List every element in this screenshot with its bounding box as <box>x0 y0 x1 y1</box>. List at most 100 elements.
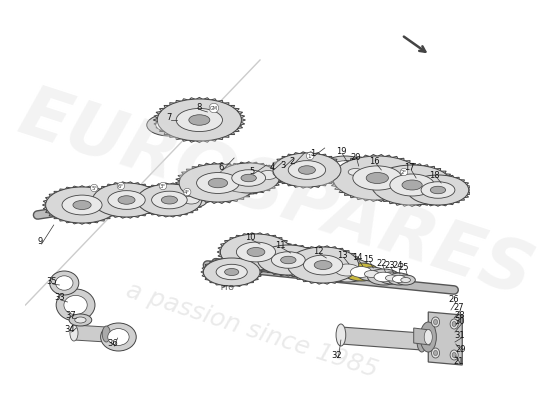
Text: 16: 16 <box>370 158 380 166</box>
Ellipse shape <box>392 275 406 282</box>
Ellipse shape <box>374 272 393 282</box>
Text: 34: 34 <box>64 326 75 334</box>
Polygon shape <box>46 207 118 210</box>
Polygon shape <box>153 97 245 143</box>
Circle shape <box>450 350 458 360</box>
Text: 27: 27 <box>454 304 464 312</box>
Polygon shape <box>42 186 122 224</box>
Text: 19: 19 <box>336 148 346 156</box>
Text: 18: 18 <box>430 170 440 180</box>
Ellipse shape <box>348 168 363 176</box>
Text: 14: 14 <box>352 254 362 262</box>
Text: 7: 7 <box>167 114 172 122</box>
Ellipse shape <box>218 163 279 193</box>
Ellipse shape <box>259 170 277 180</box>
Ellipse shape <box>208 178 228 188</box>
Text: 15: 15 <box>363 256 373 264</box>
Ellipse shape <box>357 267 386 281</box>
Circle shape <box>452 322 456 326</box>
Ellipse shape <box>396 275 415 285</box>
Text: 3°: 3° <box>160 184 166 188</box>
Ellipse shape <box>161 196 178 204</box>
Ellipse shape <box>323 258 372 282</box>
Text: 8: 8 <box>197 104 202 112</box>
Text: 13: 13 <box>337 252 348 260</box>
Polygon shape <box>157 122 241 124</box>
Ellipse shape <box>70 325 78 341</box>
Ellipse shape <box>179 164 257 202</box>
Ellipse shape <box>73 200 91 210</box>
Polygon shape <box>89 182 164 218</box>
Ellipse shape <box>407 175 469 205</box>
Ellipse shape <box>288 161 326 179</box>
Ellipse shape <box>176 108 222 132</box>
Polygon shape <box>407 192 469 194</box>
Polygon shape <box>214 162 283 194</box>
Text: 17: 17 <box>404 164 415 172</box>
Text: 4°: 4° <box>184 190 190 194</box>
Polygon shape <box>372 187 453 190</box>
Ellipse shape <box>331 161 360 175</box>
Circle shape <box>433 320 438 324</box>
Ellipse shape <box>280 256 296 264</box>
Ellipse shape <box>69 314 92 326</box>
Ellipse shape <box>372 165 453 205</box>
Ellipse shape <box>50 271 79 295</box>
Text: 28: 28 <box>454 310 465 320</box>
Ellipse shape <box>92 183 161 217</box>
Ellipse shape <box>386 275 398 281</box>
Text: 22: 22 <box>376 260 387 268</box>
Ellipse shape <box>156 118 183 132</box>
Text: 12: 12 <box>313 248 323 256</box>
Text: 9: 9 <box>37 238 42 246</box>
Text: 10: 10 <box>245 234 256 242</box>
Text: 35: 35 <box>46 278 57 286</box>
Ellipse shape <box>108 191 145 209</box>
Ellipse shape <box>314 260 332 270</box>
Ellipse shape <box>364 270 379 278</box>
Polygon shape <box>341 327 422 350</box>
Polygon shape <box>288 267 359 269</box>
Ellipse shape <box>247 248 265 256</box>
Ellipse shape <box>101 323 136 351</box>
Ellipse shape <box>271 252 305 268</box>
Text: 20: 20 <box>350 154 361 162</box>
Text: 26: 26 <box>449 296 459 304</box>
Polygon shape <box>92 202 161 205</box>
Text: 1°: 1° <box>307 154 314 158</box>
Text: 4: 4 <box>270 164 275 172</box>
Polygon shape <box>218 180 279 182</box>
Text: 2°: 2° <box>401 170 407 174</box>
Ellipse shape <box>250 166 286 184</box>
Ellipse shape <box>417 330 427 352</box>
Ellipse shape <box>336 324 346 346</box>
Ellipse shape <box>257 245 319 275</box>
Text: 36: 36 <box>107 340 118 348</box>
Polygon shape <box>74 325 106 342</box>
Polygon shape <box>221 254 292 256</box>
Ellipse shape <box>367 269 400 285</box>
Text: 23: 23 <box>384 260 395 270</box>
Polygon shape <box>367 163 456 206</box>
Text: 33: 33 <box>54 294 65 302</box>
Ellipse shape <box>189 115 210 125</box>
Ellipse shape <box>273 170 288 176</box>
Ellipse shape <box>277 166 301 178</box>
Text: a passion since 1985: a passion since 1985 <box>123 278 381 382</box>
Circle shape <box>433 350 438 356</box>
Ellipse shape <box>175 192 207 208</box>
Polygon shape <box>284 246 362 284</box>
Ellipse shape <box>333 156 422 200</box>
Circle shape <box>450 319 458 329</box>
Polygon shape <box>179 185 257 187</box>
Ellipse shape <box>343 263 379 281</box>
Text: 1: 1 <box>310 150 315 158</box>
Ellipse shape <box>321 156 369 180</box>
Text: 6: 6 <box>218 164 224 172</box>
Text: 25: 25 <box>399 262 409 272</box>
Text: 37: 37 <box>65 312 76 320</box>
Ellipse shape <box>266 166 295 180</box>
Ellipse shape <box>183 196 199 204</box>
Polygon shape <box>25 0 260 305</box>
Text: 5: 5 <box>249 168 255 176</box>
